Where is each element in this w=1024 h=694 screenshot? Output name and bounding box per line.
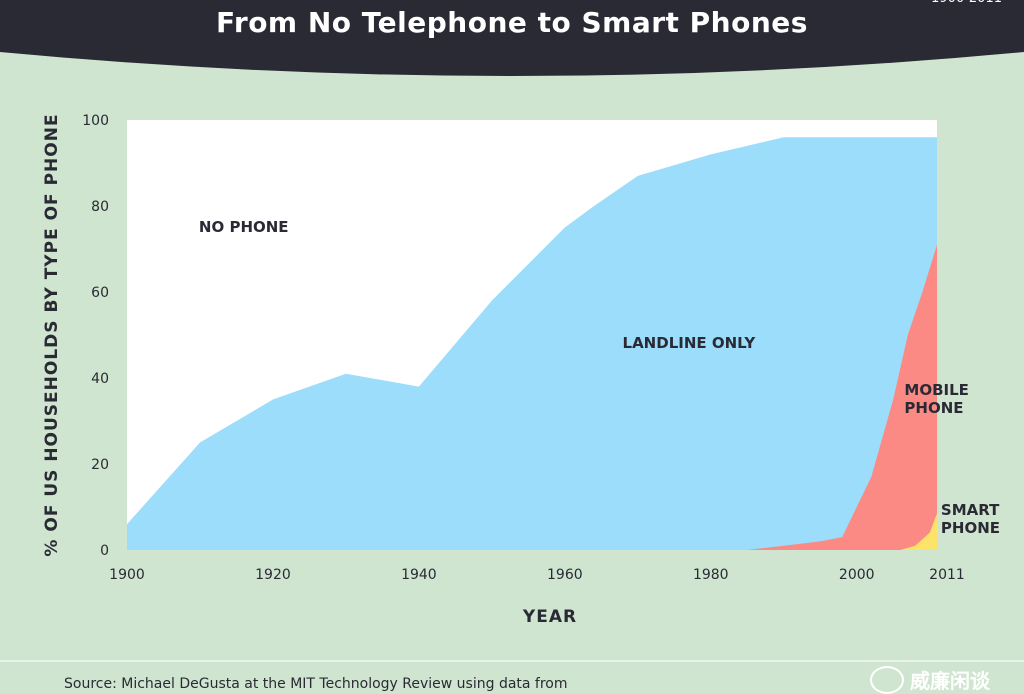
watermark-text: 威廉闲谈 <box>910 669 990 693</box>
series-group <box>127 137 937 550</box>
annotation-line: PHONE <box>904 399 963 417</box>
series-area-mobile-phone <box>747 244 937 550</box>
page-title: From No Telephone to Smart Phones <box>216 6 808 39</box>
x-tick-label: 2000 <box>839 567 875 583</box>
annotation-mobile-phone: MOBILE PHONE <box>904 381 969 417</box>
header-shape <box>0 0 1024 76</box>
x-tick-label: 2011 <box>929 567 965 583</box>
y-tick-label: 100 <box>82 113 109 129</box>
x-axis-label: YEAR <box>522 607 578 627</box>
footer-divider <box>0 660 1024 662</box>
x-tick-label: 1980 <box>693 567 729 583</box>
x-tick-label: 1920 <box>255 567 291 583</box>
source-note: Source: Michael DeGusta at the MIT Techn… <box>64 676 568 692</box>
x-tick-label: 1960 <box>547 567 583 583</box>
annotation-line: PHONE <box>941 519 1000 537</box>
annotation-line: MOBILE <box>904 381 969 399</box>
series-area-smart-phone <box>878 513 937 550</box>
annotation-line: NO PHONE <box>199 218 289 236</box>
x-tick-label: 1900 <box>109 567 145 583</box>
annotation-line: LANDLINE ONLY <box>623 334 757 352</box>
annotation-smart-phone: SMART PHONE <box>941 501 1000 537</box>
y-tick-label: 0 <box>100 543 109 559</box>
annotation-line: SMART <box>941 501 1000 519</box>
y-tick-label: 40 <box>91 371 109 387</box>
chat-logo-icon <box>870 665 904 694</box>
y-axis-label: % OF US HOUSEHOLDS BY TYPE OF PHONE <box>42 113 62 557</box>
y-tick-label: 60 <box>91 285 109 301</box>
annotation-no-phone: NO PHONE <box>199 218 289 236</box>
x-tick-label: 1940 <box>401 567 437 583</box>
series-area-landline-only <box>127 137 937 550</box>
header-banner: From No Telephone to Smart Phones 1900-2… <box>0 0 1024 82</box>
y-tick-label: 20 <box>91 457 109 473</box>
y-tick-label: 80 <box>91 199 109 215</box>
watermark: 威廉闲谈 <box>870 665 990 694</box>
year-range: 1900-2011 <box>931 0 1002 6</box>
annotation-landline-only: LANDLINE ONLY <box>623 334 757 352</box>
